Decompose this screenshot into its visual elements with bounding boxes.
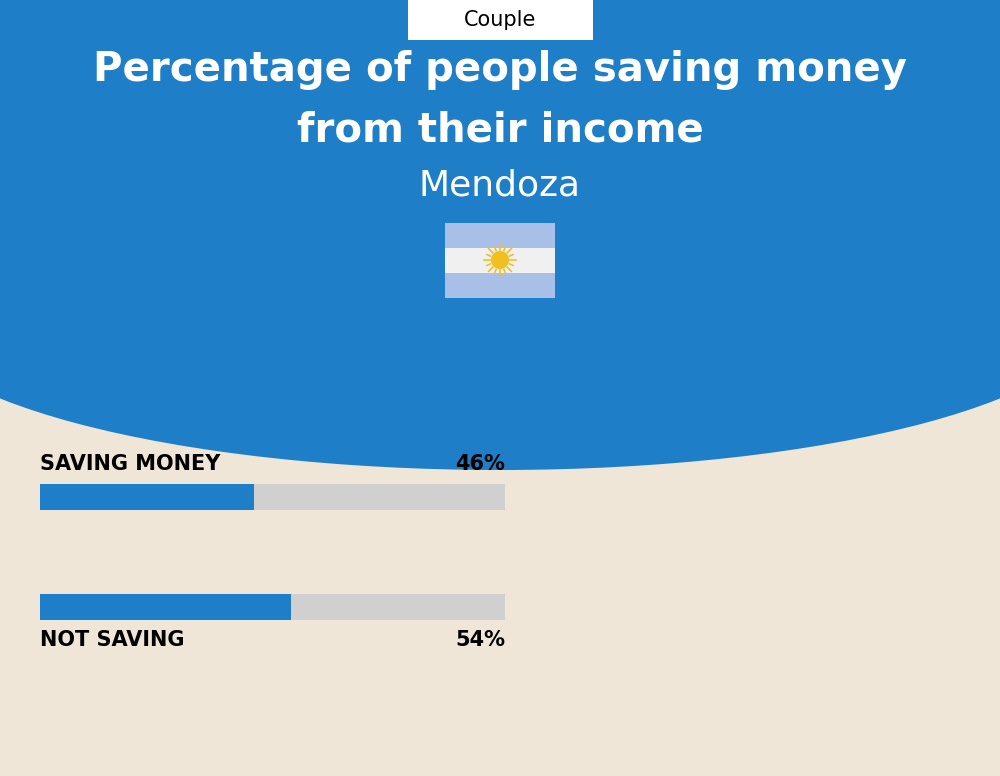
Text: Mendoza: Mendoza [419,168,581,202]
FancyBboxPatch shape [408,0,592,40]
FancyBboxPatch shape [40,484,505,510]
FancyBboxPatch shape [445,248,555,272]
Text: SAVING MONEY: SAVING MONEY [40,454,220,474]
Text: 46%: 46% [455,454,505,474]
FancyBboxPatch shape [40,594,505,620]
Text: NOT SAVING: NOT SAVING [40,630,184,650]
FancyBboxPatch shape [40,594,291,620]
Text: 54%: 54% [455,630,505,650]
Circle shape [491,251,509,269]
Ellipse shape [0,150,1000,470]
Text: Percentage of people saving money: Percentage of people saving money [93,50,907,90]
FancyBboxPatch shape [445,223,555,248]
FancyBboxPatch shape [445,272,555,297]
FancyBboxPatch shape [40,484,254,510]
Text: from their income: from their income [297,110,703,150]
Text: Couple: Couple [464,10,536,30]
FancyBboxPatch shape [0,0,1000,310]
